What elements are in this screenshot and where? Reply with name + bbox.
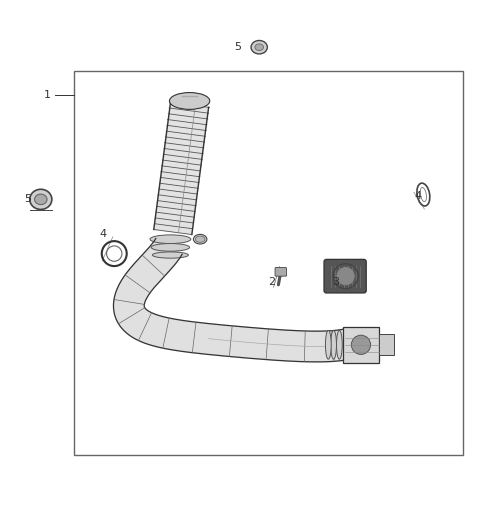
Circle shape xyxy=(337,267,354,285)
Ellipse shape xyxy=(193,234,207,244)
Ellipse shape xyxy=(151,244,190,251)
Ellipse shape xyxy=(336,330,342,359)
Ellipse shape xyxy=(325,330,331,359)
Text: 5: 5 xyxy=(234,42,241,52)
Ellipse shape xyxy=(35,194,47,205)
Ellipse shape xyxy=(255,44,264,51)
Text: 1: 1 xyxy=(44,90,50,100)
Ellipse shape xyxy=(195,236,205,242)
Bar xyxy=(74,71,463,455)
Ellipse shape xyxy=(169,93,210,110)
Text: 3: 3 xyxy=(333,278,339,287)
Circle shape xyxy=(351,335,371,354)
FancyBboxPatch shape xyxy=(324,260,366,293)
Polygon shape xyxy=(113,239,358,362)
Text: 5: 5 xyxy=(24,195,31,204)
FancyBboxPatch shape xyxy=(379,334,394,355)
FancyBboxPatch shape xyxy=(343,327,379,363)
Ellipse shape xyxy=(30,189,52,209)
FancyBboxPatch shape xyxy=(275,267,287,276)
Ellipse shape xyxy=(331,330,336,359)
Ellipse shape xyxy=(251,40,267,54)
Ellipse shape xyxy=(150,235,191,244)
Text: 4: 4 xyxy=(100,229,107,240)
Polygon shape xyxy=(154,102,209,234)
Text: 4: 4 xyxy=(414,191,421,201)
Text: 2: 2 xyxy=(268,278,275,287)
Ellipse shape xyxy=(152,252,188,258)
